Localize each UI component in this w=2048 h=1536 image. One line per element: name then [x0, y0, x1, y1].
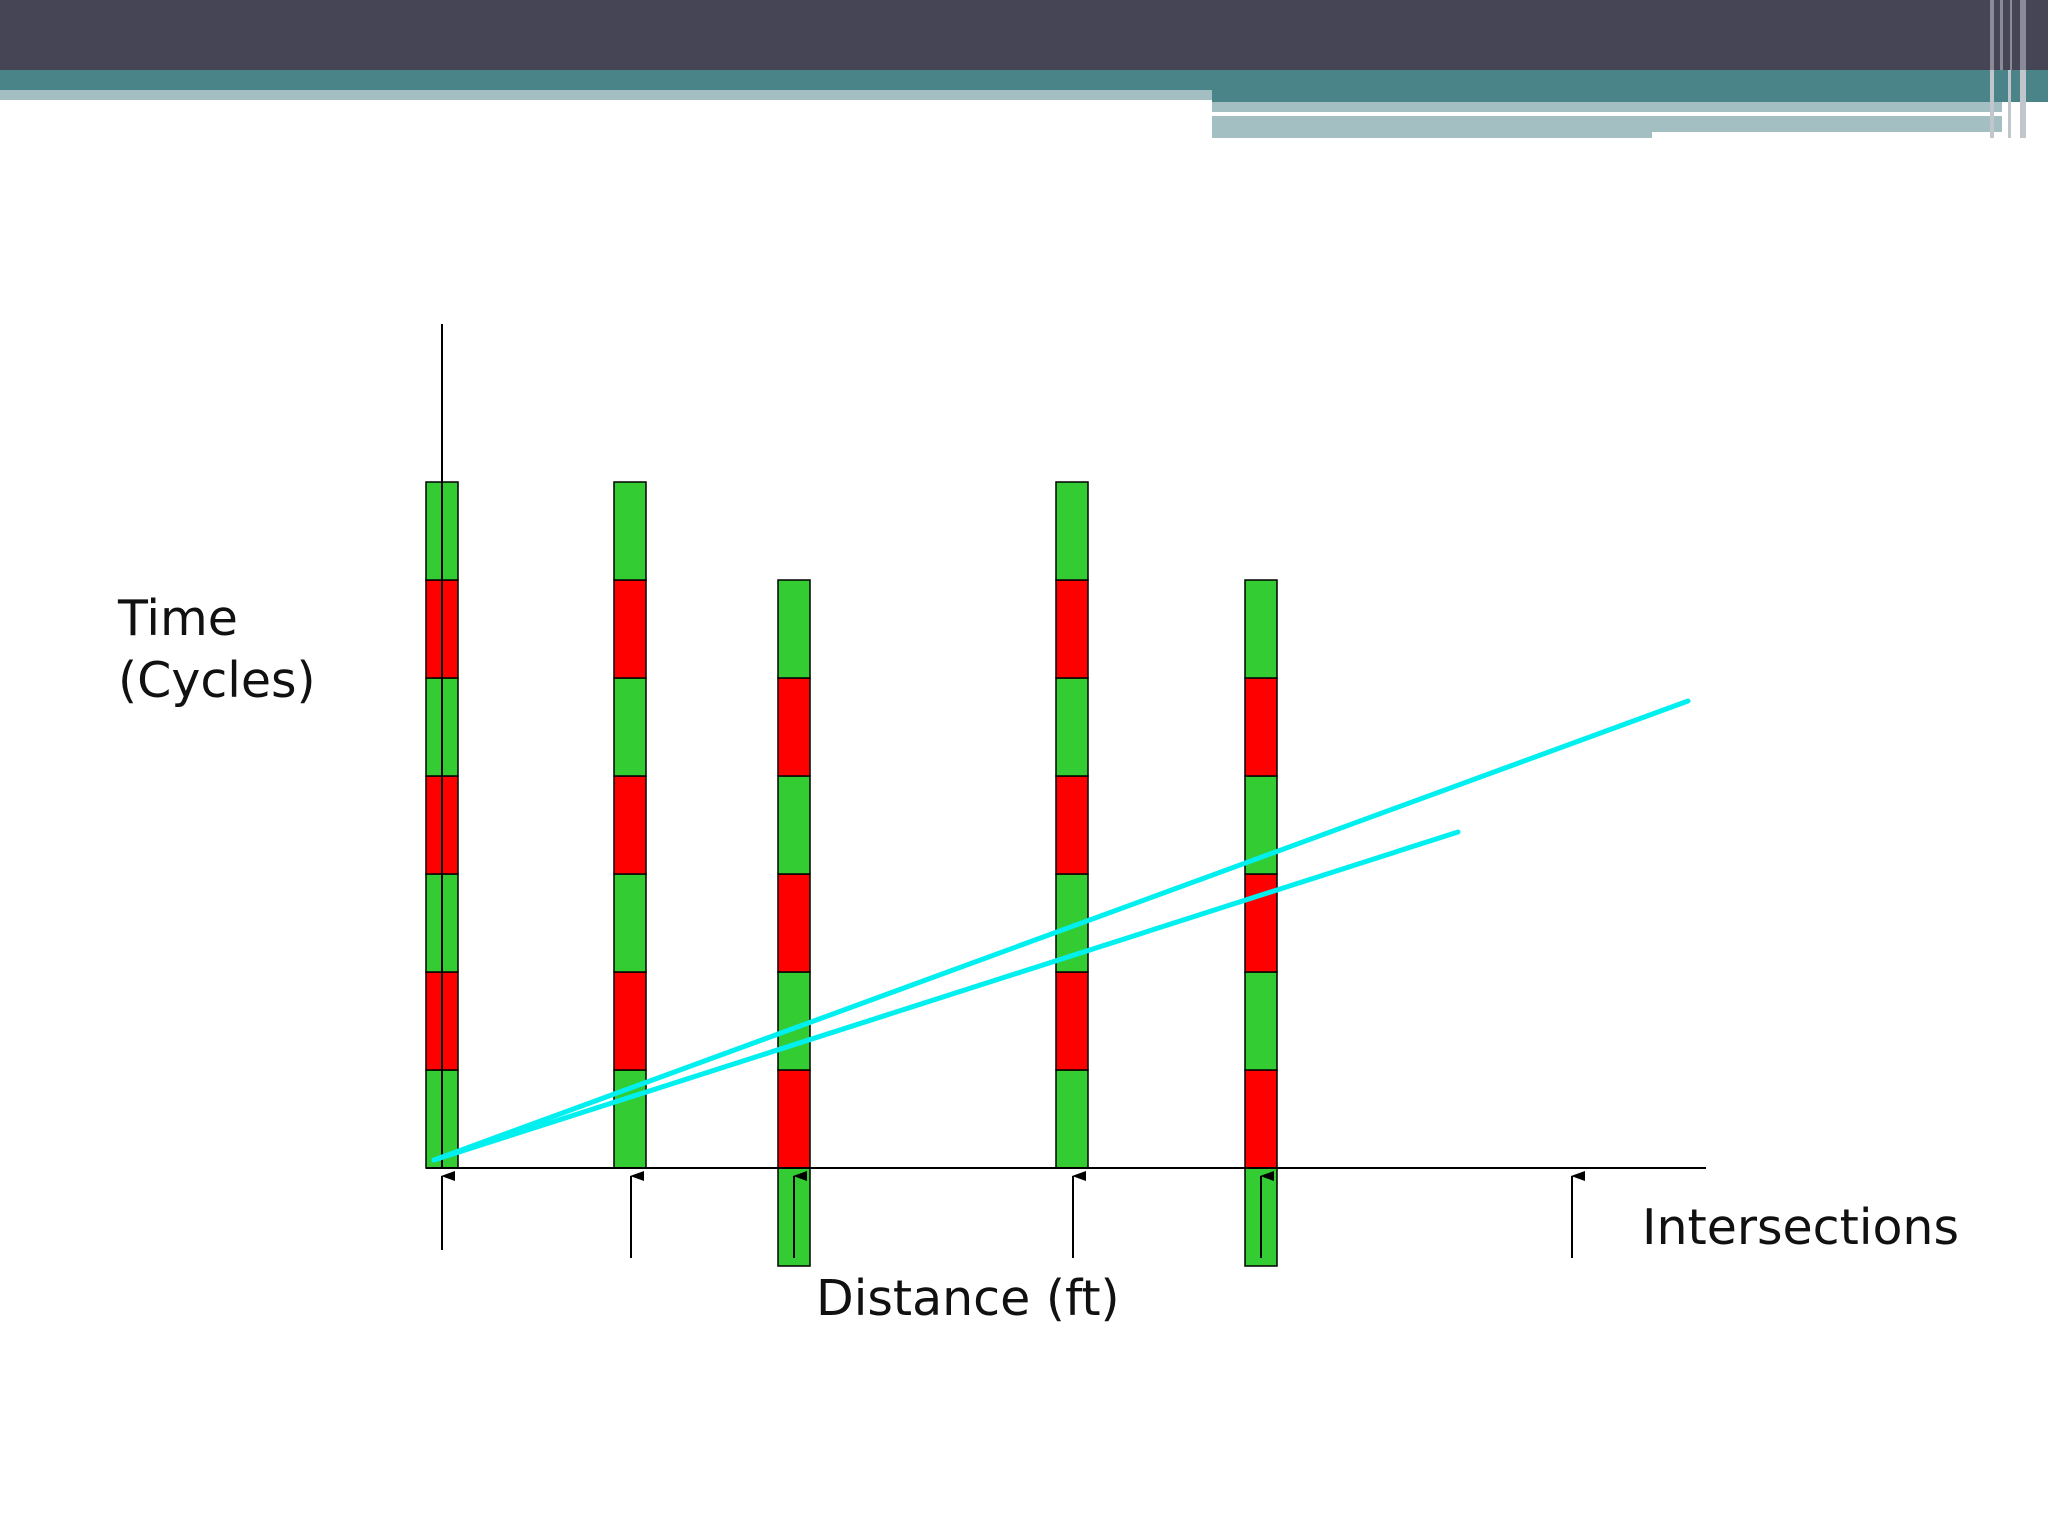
signal-5	[1244, 579, 1278, 1267]
accent-light-band-lower2	[1652, 116, 2002, 132]
signal-4	[1055, 481, 1089, 1169]
header-edge-stripe	[2010, 0, 2012, 70]
header-edge-stripe	[1990, 0, 1994, 70]
green-phase-segment	[1244, 579, 1278, 679]
red-phase-segment	[613, 971, 647, 1071]
red-phase-segment	[777, 1069, 811, 1169]
accent-edge-stripe	[2020, 70, 2026, 138]
vehicle-trajectories	[431, 698, 1691, 1163]
time-label-line2: (Cycles)	[118, 652, 316, 709]
red-phase-segment	[1244, 1069, 1278, 1169]
header-dark-band	[0, 0, 2048, 70]
green-phase-segment	[613, 677, 647, 777]
accent-white-line	[1212, 112, 1897, 116]
red-phase-segment	[1244, 677, 1278, 777]
accent-light-band-right	[1212, 102, 2002, 112]
green-phase-segment	[613, 481, 647, 581]
red-phase-segment	[777, 677, 811, 777]
accent-teal-band	[0, 70, 2048, 90]
green-phase-segment	[1244, 971, 1278, 1071]
green-phase-segment	[777, 579, 811, 679]
green-phase-segment	[613, 873, 647, 973]
red-phase-segment	[1055, 775, 1089, 875]
green-phase-segment	[777, 971, 811, 1071]
green-phase-segment	[1055, 677, 1089, 777]
header-edge-stripe	[2020, 0, 2026, 70]
green-phase-segment	[1055, 481, 1089, 581]
red-phase-segment	[613, 775, 647, 875]
accent-edge-stripe	[1990, 70, 1994, 138]
signal-bars	[425, 481, 1278, 1267]
signal-3	[777, 579, 811, 1267]
trajectory-lower	[431, 829, 1461, 1163]
slide-header-accent	[0, 70, 2048, 138]
slide-header-bar	[0, 0, 2048, 70]
trajectory-upper	[431, 698, 1691, 1163]
signal-2	[613, 481, 647, 1169]
intersection-arrows	[441, 1171, 1585, 1258]
green-phase-segment	[777, 775, 811, 875]
intersections-label: Intersections	[1642, 1199, 1960, 1256]
accent-teal-band-right	[1212, 90, 2048, 102]
green-phase-segment	[1055, 1069, 1089, 1169]
distance-axis-label: Distance (ft)	[816, 1270, 1120, 1327]
header-edge-stripe	[2000, 0, 2003, 70]
red-phase-segment	[1055, 579, 1089, 679]
accent-light-band-lower	[1212, 116, 1652, 138]
red-phase-segment	[777, 873, 811, 973]
red-phase-segment	[1055, 971, 1089, 1071]
time-label-line1: Time	[118, 590, 238, 647]
accent-edge-stripe	[2008, 70, 2011, 138]
accent-light-band-left	[0, 90, 1212, 100]
red-phase-segment	[613, 579, 647, 679]
red-phase-segment	[1244, 873, 1278, 973]
time-axis-label: Time (Cycles)	[118, 588, 316, 712]
